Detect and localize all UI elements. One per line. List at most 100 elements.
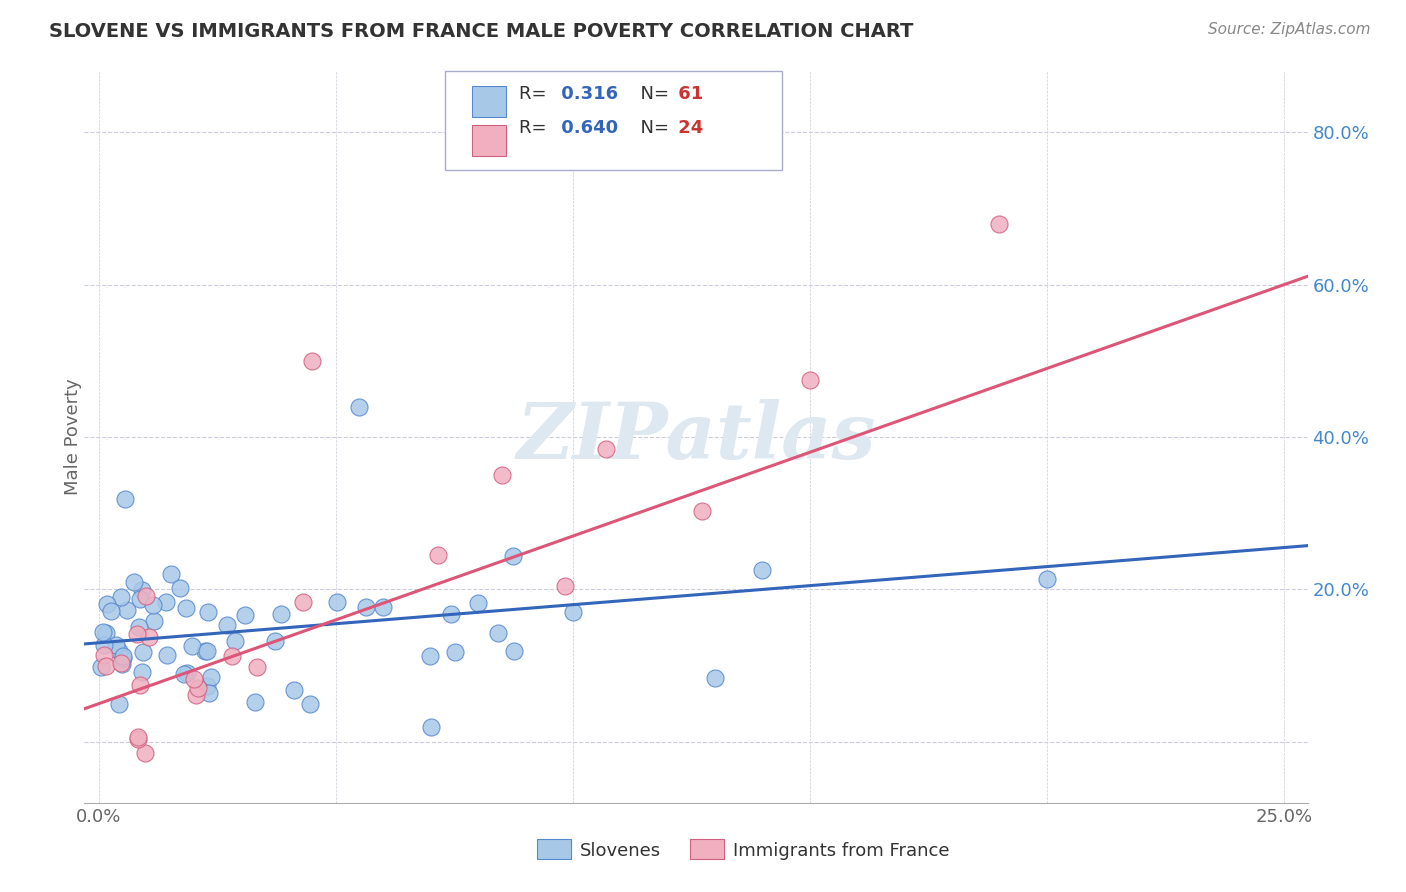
Point (111, 657, 134, 671)
Point (143, 614, 166, 628)
Point (155, 595, 177, 609)
Point (502, 549, 524, 563)
Point (132, 645, 155, 659)
Point (561, 605, 583, 619)
Point (751, 564, 773, 578)
Point (96, 597, 118, 611)
Point (134, 746, 156, 760)
Point (467, 596, 489, 610)
Text: Slovenes: Slovenes (579, 842, 661, 860)
Text: 24: 24 (672, 119, 703, 137)
Point (107, 697, 129, 711)
Point (159, 567, 181, 582)
Point (690, 504, 713, 518)
Point (128, 678, 150, 692)
Point (1036, 572, 1059, 586)
Point (110, 656, 132, 670)
Point (502, 644, 524, 658)
Text: ZIPatlas: ZIPatlas (516, 399, 876, 475)
Point (264, 633, 287, 648)
FancyBboxPatch shape (537, 838, 571, 859)
Point (127, 730, 149, 744)
Point (93, 638, 115, 652)
Text: 0.316: 0.316 (555, 85, 619, 103)
Point (195, 643, 218, 657)
Point (174, 600, 197, 615)
Point (349, 400, 371, 414)
Point (111, 649, 134, 664)
Point (198, 686, 221, 700)
Text: 0.640: 0.640 (555, 119, 619, 137)
Point (486, 626, 509, 640)
FancyBboxPatch shape (472, 86, 506, 117)
Point (491, 468, 513, 483)
Point (138, 630, 160, 644)
Point (176, 666, 198, 681)
Text: Immigrants from France: Immigrants from France (733, 842, 949, 860)
Point (419, 648, 441, 663)
Point (105, 638, 128, 652)
Point (371, 599, 394, 614)
Point (194, 644, 217, 658)
Point (181, 639, 204, 653)
Point (326, 595, 349, 609)
Point (299, 697, 322, 711)
Point (114, 492, 136, 507)
Point (135, 589, 157, 603)
Point (131, 665, 153, 680)
Point (187, 681, 209, 695)
Point (142, 598, 165, 612)
Point (128, 591, 150, 606)
Point (420, 720, 443, 734)
FancyBboxPatch shape (446, 71, 782, 170)
Y-axis label: Male Poverty: Male Poverty (65, 379, 82, 495)
Point (107, 644, 129, 658)
Point (90, 659, 112, 673)
Point (173, 667, 195, 681)
Point (169, 581, 191, 595)
Point (283, 682, 305, 697)
Text: R=: R= (519, 119, 551, 137)
Point (988, 217, 1011, 231)
Point (91, 624, 114, 639)
Point (233, 607, 256, 622)
Point (94, 626, 117, 640)
Point (554, 579, 576, 593)
Point (94, 659, 117, 673)
Point (127, 627, 149, 641)
Point (128, 620, 150, 634)
Point (197, 605, 219, 619)
Point (156, 648, 179, 662)
Point (246, 659, 269, 673)
FancyBboxPatch shape (690, 838, 724, 859)
Point (301, 354, 323, 368)
Point (440, 607, 463, 621)
Point (115, 602, 138, 616)
Point (595, 442, 617, 457)
Point (291, 595, 314, 609)
Point (427, 548, 450, 562)
Text: 61: 61 (672, 85, 703, 103)
Point (354, 599, 377, 614)
Point (200, 670, 222, 684)
Point (93, 648, 115, 663)
Point (217, 618, 239, 632)
Point (100, 604, 122, 618)
Point (799, 373, 821, 387)
Point (703, 671, 725, 685)
Point (270, 607, 292, 621)
Point (111, 651, 134, 665)
Text: SLOVENE VS IMMIGRANTS FROM FRANCE MALE POVERTY CORRELATION CHART: SLOVENE VS IMMIGRANTS FROM FRANCE MALE P… (49, 22, 914, 41)
Point (195, 679, 218, 693)
Point (110, 591, 132, 605)
Point (131, 582, 153, 597)
Text: R=: R= (519, 85, 551, 103)
Point (122, 575, 145, 590)
Text: Source: ZipAtlas.com: Source: ZipAtlas.com (1208, 22, 1371, 37)
Text: N=: N= (628, 119, 675, 137)
Point (183, 672, 205, 686)
FancyBboxPatch shape (472, 126, 506, 156)
Point (221, 648, 243, 663)
Text: N=: N= (628, 85, 675, 103)
Point (243, 695, 266, 709)
